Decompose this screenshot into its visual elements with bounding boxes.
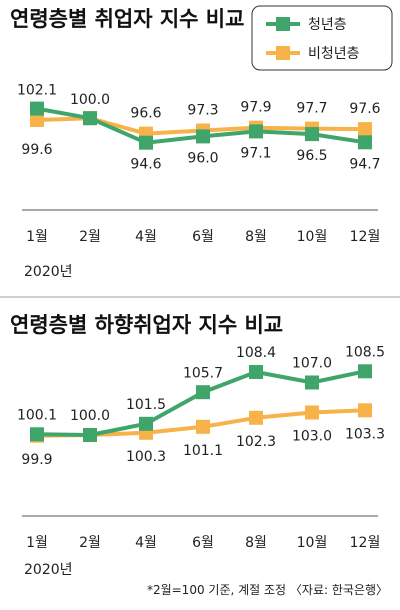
legend-label-nonyouth: 비청년층	[308, 46, 360, 62]
data-point-youth	[305, 127, 319, 142]
chart-marks: 102.1 100.0 94.6 96.0 97.1 96.5 94.7 99.6 96.6 97…	[17, 83, 381, 245]
chart-panel-employment: 연령층별 취업자 지수 비교 청년층 비청년층 102.1 100.0 94.6 96…	[0, 0, 400, 298]
x-tick-label: 8월	[245, 229, 267, 245]
x-tick-label: 6월	[192, 229, 214, 245]
x-tick-label: 12월	[350, 535, 381, 551]
x-tick-label: 1월	[26, 229, 48, 245]
legend: 청년층 비청년층	[251, 5, 393, 71]
year-label: 2020년	[24, 562, 73, 578]
data-point-youth	[83, 428, 97, 442]
panel-divider	[0, 296, 400, 298]
value-label-nonyouth: 99.9	[21, 452, 52, 468]
value-label-youth: 105.7	[183, 365, 223, 381]
footnote: *2월=100 기준, 계절 조정 〈자료: 한국은행〉	[147, 582, 388, 597]
value-label-nonyouth: 97.9	[240, 100, 271, 116]
value-label-youth: 107.0	[292, 356, 332, 372]
x-tick-label: 2월	[79, 229, 101, 245]
value-label-youth: 100.0	[70, 408, 110, 424]
data-point-youth	[139, 416, 153, 431]
chart-panel-underemployment: 연령층별 하향취업자 지수 비교 100.1 100.0 101.5 105.7 108…	[0, 298, 400, 610]
data-point-youth	[83, 111, 97, 126]
value-label-youth: 100.1	[17, 407, 57, 423]
value-label-youth: 102.1	[17, 83, 57, 99]
data-point-youth	[196, 385, 210, 400]
legend-marker-nonyouth	[276, 46, 290, 60]
value-label-nonyouth: 103.0	[292, 429, 332, 445]
x-tick-label: 6월	[192, 535, 214, 551]
employment-index-chart: 연령층별 취업자 지수 비교 청년층 비청년층 102.1 100.0 94.6 96…	[10, 5, 393, 280]
data-point-youth	[196, 129, 210, 144]
x-tick-label: 4월	[135, 229, 157, 245]
data-point-youth	[358, 364, 372, 379]
legend-label-youth: 청년층	[308, 17, 347, 33]
x-tick-label: 2월	[79, 535, 101, 551]
data-point-youth	[30, 101, 44, 116]
value-label-youth: 100.0	[70, 92, 110, 108]
data-point-nonyouth	[30, 113, 44, 127]
value-label-nonyouth: 103.3	[345, 426, 385, 442]
x-tick-label: 10월	[297, 535, 328, 551]
data-point-nonyouth	[358, 122, 372, 137]
x-tick-label: 12월	[350, 229, 381, 245]
value-label-nonyouth: 97.3	[187, 102, 218, 118]
value-label-youth: 97.1	[240, 145, 271, 161]
data-point-youth	[249, 365, 263, 379]
chart-title: 연령층별 하향취업자 지수 비교	[10, 313, 283, 337]
value-label-nonyouth: 102.3	[236, 434, 276, 450]
value-label-youth: 108.5	[345, 344, 385, 360]
data-point-youth	[139, 135, 153, 150]
chart-title: 연령층별 취업자 지수 비교	[10, 7, 244, 31]
value-label-nonyouth: 96.6	[130, 106, 161, 122]
value-label-nonyouth: 97.6	[349, 101, 380, 117]
data-point-nonyouth	[249, 410, 263, 425]
x-tick-label: 1월	[26, 535, 48, 551]
value-label-youth: 96.5	[296, 148, 327, 164]
year-label: 2020년	[24, 264, 73, 280]
data-point-youth	[249, 124, 263, 139]
x-tick-label: 4월	[135, 535, 157, 551]
value-label-nonyouth: 97.7	[296, 101, 327, 117]
value-label-youth: 94.6	[130, 157, 161, 173]
underemployment-index-chart: 연령층별 하향취업자 지수 비교 100.1 100.0 101.5 105.7 108…	[10, 313, 388, 597]
value-label-nonyouth: 99.6	[21, 142, 52, 158]
chart-marks: 100.1 100.0 101.5 105.7 108.4 107.0 108.5 99.9 1…	[17, 344, 385, 551]
data-point-youth	[305, 375, 319, 390]
legend-marker-youth	[276, 17, 290, 31]
x-tick-label: 10월	[297, 229, 328, 245]
value-label-nonyouth: 100.3	[126, 449, 166, 465]
value-label-youth: 96.0	[187, 150, 218, 166]
value-label-youth: 108.4	[236, 345, 276, 361]
value-label-youth: 94.7	[349, 156, 380, 172]
x-tick-label: 8월	[245, 535, 267, 551]
data-point-nonyouth	[196, 419, 210, 434]
value-label-youth: 101.5	[126, 397, 166, 413]
value-label-nonyouth: 101.1	[183, 443, 223, 459]
data-point-youth	[30, 427, 44, 442]
data-point-youth	[358, 135, 372, 150]
data-point-nonyouth	[305, 405, 319, 420]
data-point-nonyouth	[358, 403, 372, 418]
